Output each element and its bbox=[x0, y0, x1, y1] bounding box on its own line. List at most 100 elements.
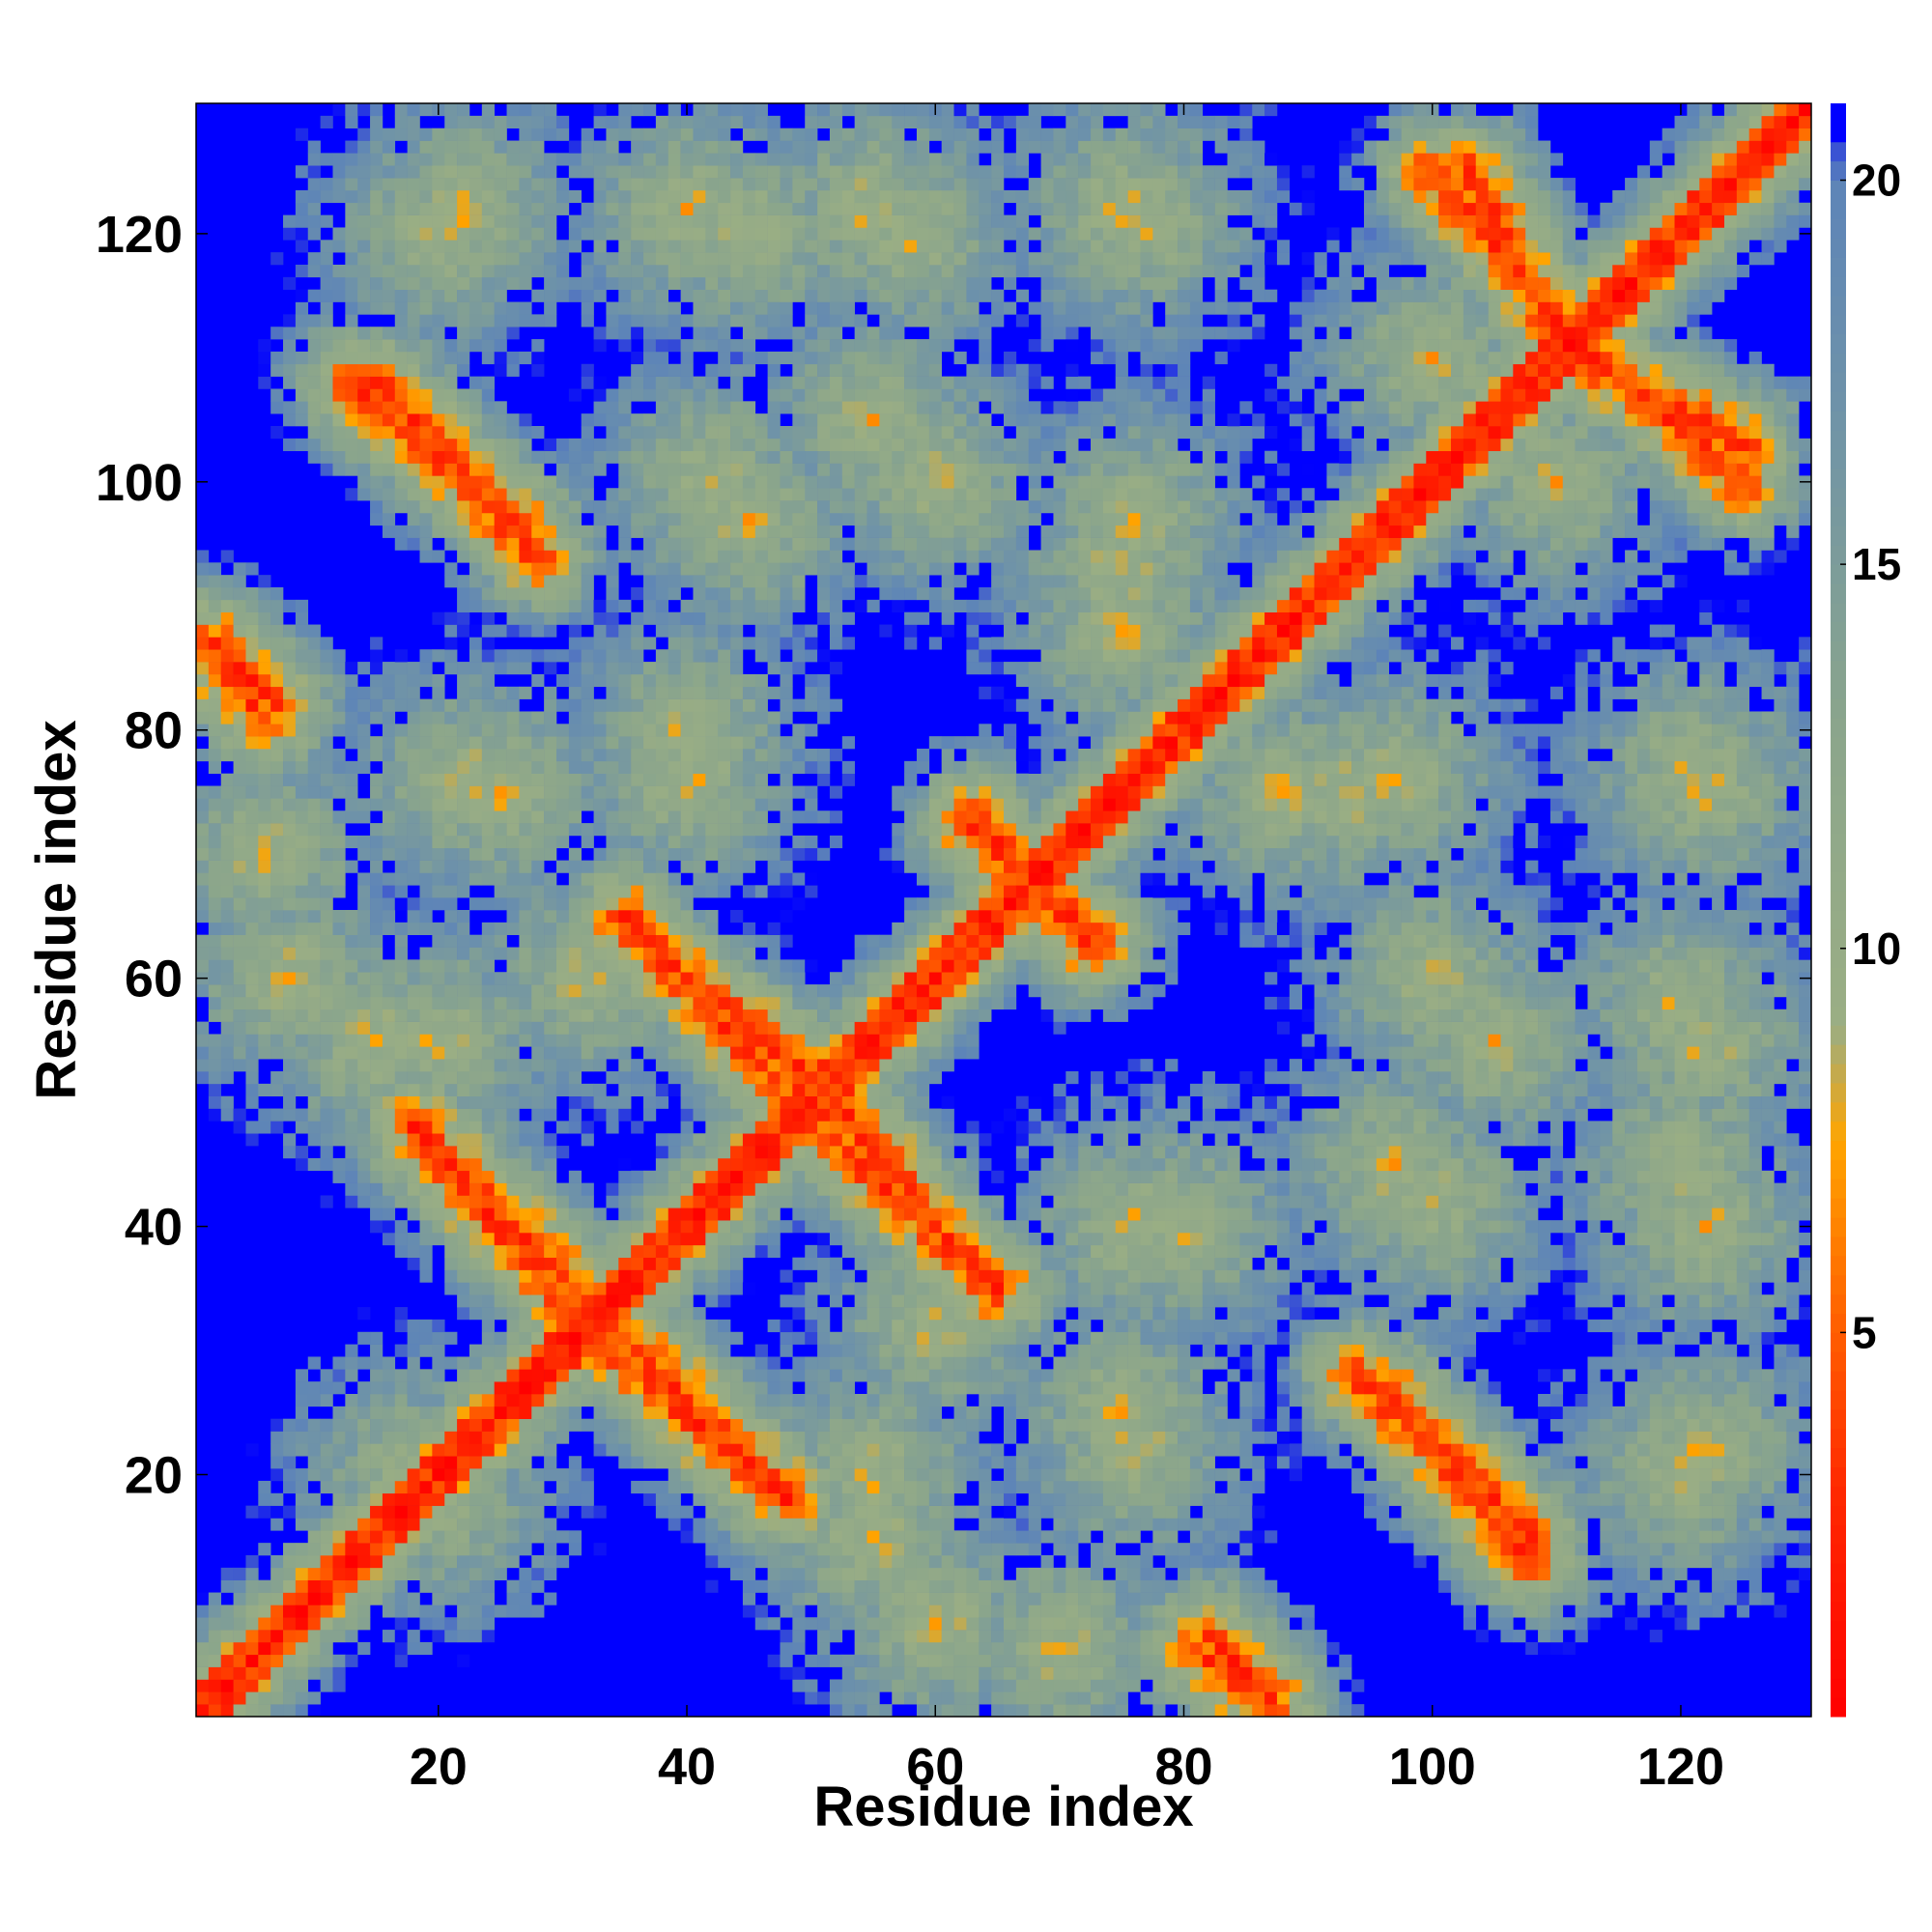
heatmap-cell bbox=[295, 1083, 309, 1096]
heatmap-cell bbox=[519, 1579, 532, 1593]
heatmap-cell bbox=[220, 1021, 234, 1035]
heatmap-cell bbox=[606, 649, 619, 663]
heatmap-cell bbox=[444, 1456, 458, 1469]
heatmap-cell bbox=[555, 1555, 570, 1569]
heatmap-cell bbox=[618, 736, 632, 750]
heatmap-cell bbox=[705, 1095, 719, 1109]
heatmap-cell bbox=[705, 165, 719, 179]
heatmap-cell bbox=[469, 537, 483, 551]
heatmap-cell bbox=[332, 1170, 346, 1183]
heatmap-cell bbox=[618, 773, 632, 786]
heatmap-cell bbox=[618, 227, 632, 241]
heatmap-cell bbox=[780, 624, 793, 638]
heatmap-cell bbox=[208, 1108, 222, 1122]
heatmap-cell bbox=[754, 301, 768, 315]
heatmap-cell bbox=[419, 550, 433, 563]
heatmap-cell bbox=[631, 1394, 644, 1407]
heatmap-cell bbox=[469, 996, 483, 1010]
heatmap-cell bbox=[581, 947, 594, 960]
heatmap-cell bbox=[754, 500, 768, 514]
heatmap-cell bbox=[531, 860, 545, 873]
heatmap-cell bbox=[668, 1356, 681, 1370]
heatmap-cell bbox=[270, 1034, 284, 1047]
heatmap-cell bbox=[531, 314, 545, 327]
heatmap-cell bbox=[494, 327, 507, 340]
heatmap-cell bbox=[382, 214, 396, 228]
heatmap-cell bbox=[307, 1605, 321, 1618]
heatmap-cell bbox=[307, 289, 321, 302]
heatmap-cell bbox=[283, 214, 297, 228]
heatmap-cell bbox=[481, 686, 495, 699]
heatmap-cell bbox=[419, 1269, 433, 1283]
heatmap-cell bbox=[481, 512, 495, 526]
heatmap-cell bbox=[432, 276, 445, 290]
heatmap-cell bbox=[780, 1369, 793, 1382]
heatmap-cell bbox=[357, 165, 371, 179]
heatmap-cell bbox=[581, 289, 594, 302]
heatmap-cell bbox=[718, 1492, 731, 1506]
heatmap-cell bbox=[655, 128, 669, 141]
heatmap-cell bbox=[780, 276, 793, 290]
heatmap-cell bbox=[469, 1492, 483, 1506]
heatmap-cell bbox=[394, 178, 408, 191]
heatmap-cell bbox=[270, 1083, 284, 1096]
heatmap-cell bbox=[631, 1431, 644, 1444]
heatmap-cell bbox=[780, 1344, 793, 1357]
heatmap-cell bbox=[382, 1009, 396, 1022]
heatmap-cell bbox=[593, 202, 607, 215]
heatmap-cell bbox=[643, 202, 657, 215]
heatmap-cell bbox=[643, 1034, 657, 1047]
heatmap-cell bbox=[680, 500, 694, 514]
heatmap-cell bbox=[444, 103, 458, 117]
heatmap-cell bbox=[544, 760, 557, 774]
heatmap-cell bbox=[457, 450, 470, 464]
heatmap-cell bbox=[419, 1046, 433, 1060]
heatmap-cell bbox=[555, 1269, 570, 1283]
heatmap-cell bbox=[283, 885, 297, 898]
heatmap-cell bbox=[320, 1567, 333, 1580]
heatmap-cell bbox=[544, 1307, 557, 1321]
heatmap-cell bbox=[494, 711, 507, 724]
heatmap-cell bbox=[544, 773, 557, 786]
heatmap-cell bbox=[730, 1182, 744, 1196]
heatmap-cell bbox=[767, 525, 781, 538]
heatmap-cell bbox=[320, 785, 333, 799]
heatmap-cell bbox=[668, 1182, 681, 1196]
heatmap-cell bbox=[544, 289, 557, 302]
heatmap-cell bbox=[643, 276, 657, 290]
heatmap-cell bbox=[705, 1530, 719, 1544]
heatmap-cell bbox=[245, 1592, 259, 1605]
heatmap-cell bbox=[742, 1530, 756, 1544]
heatmap-cell bbox=[544, 276, 557, 290]
heatmap-cell bbox=[655, 1046, 669, 1060]
heatmap-cell bbox=[581, 202, 594, 215]
heatmap-cell bbox=[718, 1157, 731, 1172]
heatmap-cell bbox=[829, 1294, 843, 1308]
heatmap-cell bbox=[407, 1034, 420, 1047]
heatmap-cell bbox=[469, 1021, 483, 1035]
heatmap-cell bbox=[531, 1257, 545, 1270]
heatmap-cell bbox=[754, 1059, 768, 1072]
heatmap-cell bbox=[419, 1406, 433, 1419]
heatmap-cell bbox=[332, 1654, 346, 1667]
heatmap-cell bbox=[332, 760, 346, 774]
heatmap-cell bbox=[780, 798, 793, 811]
heatmap-cell bbox=[444, 1182, 458, 1196]
heatmap-cell bbox=[742, 959, 756, 973]
heatmap-cell bbox=[680, 1108, 694, 1122]
heatmap-cell bbox=[531, 202, 545, 215]
heatmap-cell bbox=[258, 686, 271, 699]
heatmap-cell bbox=[581, 1468, 594, 1482]
heatmap-cell bbox=[469, 1579, 483, 1593]
heatmap-cell bbox=[780, 885, 793, 898]
heatmap-cell bbox=[655, 363, 669, 377]
heatmap-cell bbox=[568, 140, 582, 154]
heatmap-cell bbox=[320, 798, 333, 811]
heatmap-cell bbox=[730, 711, 744, 724]
heatmap-cell bbox=[829, 1691, 843, 1705]
heatmap-cell bbox=[258, 1691, 271, 1705]
heatmap-cell bbox=[718, 1108, 731, 1122]
heatmap-cell bbox=[382, 785, 396, 799]
heatmap-cell bbox=[655, 1083, 669, 1096]
heatmap-cell bbox=[394, 488, 408, 501]
